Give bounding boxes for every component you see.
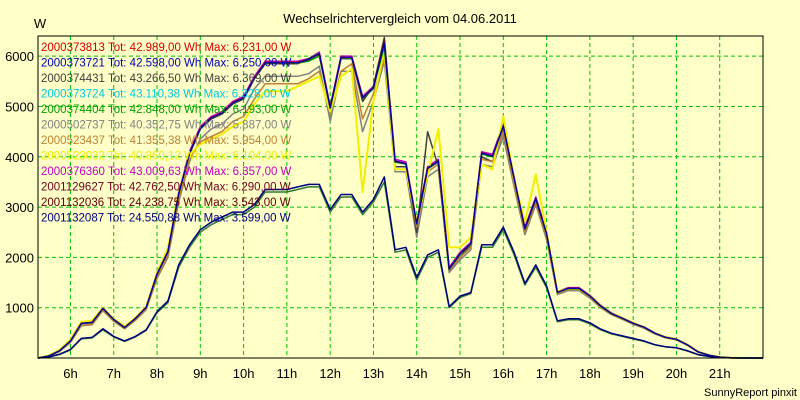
x-tick-label: 8h [150, 366, 164, 381]
series-line-10 [37, 42, 763, 359]
x-tick-label: 6h [63, 366, 77, 381]
legend-entry-1: 2000373813 Tot: 42.989,00 Wh Max: 6.231,… [41, 42, 292, 54]
x-tick-label: 9h [193, 366, 207, 381]
legend-entry-10: 2001129627 Tot: 42.762,50 Wh Max: 6.290,… [41, 182, 291, 194]
legend-entry-9: 2000376360 Tot: 43.009,63 Wh Max: 6.357,… [41, 166, 292, 178]
legend-entry-3: 2000374431 Tot: 43.266,50 Wh Max: 6.369,… [41, 73, 292, 85]
legend-entry-8: 2000523032 Tot: 40.860,12 Wh Max: 6.104,… [41, 151, 292, 163]
legend-entry-4: 2000373724 Tot: 43.110,38 Wh Max: 6.328,… [41, 89, 291, 101]
plot-frame [37, 35, 764, 359]
legend-entry-11: 2001132036 Tot: 24.238,75 Wh Max: 3.543,… [41, 197, 291, 209]
x-tick-label: 13h [363, 366, 385, 381]
series-line-12 [37, 176, 763, 359]
grid-lines [38, 36, 763, 358]
x-tick-label: 16h [492, 366, 514, 381]
y-tick-label: 4000 [5, 150, 34, 165]
x-tick-label: 15h [449, 366, 471, 381]
y-axis-unit: W [34, 16, 47, 31]
x-tick-label: 12h [319, 366, 341, 381]
x-tick-label: 18h [579, 366, 601, 381]
x-tick-label: 21h [709, 366, 731, 381]
y-tick-label: 6000 [5, 49, 34, 64]
y-tick-label: 1000 [5, 301, 34, 316]
x-tick-label: 20h [666, 366, 688, 381]
y-tick-label: 3000 [5, 200, 34, 215]
x-tick-label: 11h [277, 366, 298, 381]
x-tick-label: 7h [107, 366, 121, 381]
y-tick-label: 2000 [5, 250, 34, 265]
y-tick-label: 5000 [5, 99, 34, 114]
x-tick-label: 17h [536, 366, 558, 381]
x-tick-label: 14h [406, 366, 428, 381]
chart-title: Wechselrichtervergleich vom 04.06.2011 [283, 11, 517, 26]
series-group [37, 36, 763, 359]
legend-entry-5: 2000374404 Tot: 42.848,00 Wh Max: 6.193,… [41, 104, 292, 116]
footer-credit: SunnyReport pinxit [704, 387, 797, 399]
legend-entry-7: 2000523437 Tot: 41.355,38 Wh Max: 5.954,… [41, 135, 292, 147]
legend-entry-2: 2000373721 Tot: 42.598,00 Wh Max: 6.250,… [41, 58, 292, 70]
legend-entry-12: 2001132087 Tot: 24.550,88 Wh Max: 3.599,… [41, 213, 291, 225]
legend-entry-6: 2000502737 Tot: 40.352,75 Wh Max: 5.887,… [41, 120, 292, 132]
legend: 2000373813 Tot: 42.989,00 Wh Max: 6.231,… [41, 42, 292, 225]
x-tick-label: 10h [233, 366, 255, 381]
plot-area [38, 36, 763, 358]
x-tick-label: 19h [622, 366, 644, 381]
